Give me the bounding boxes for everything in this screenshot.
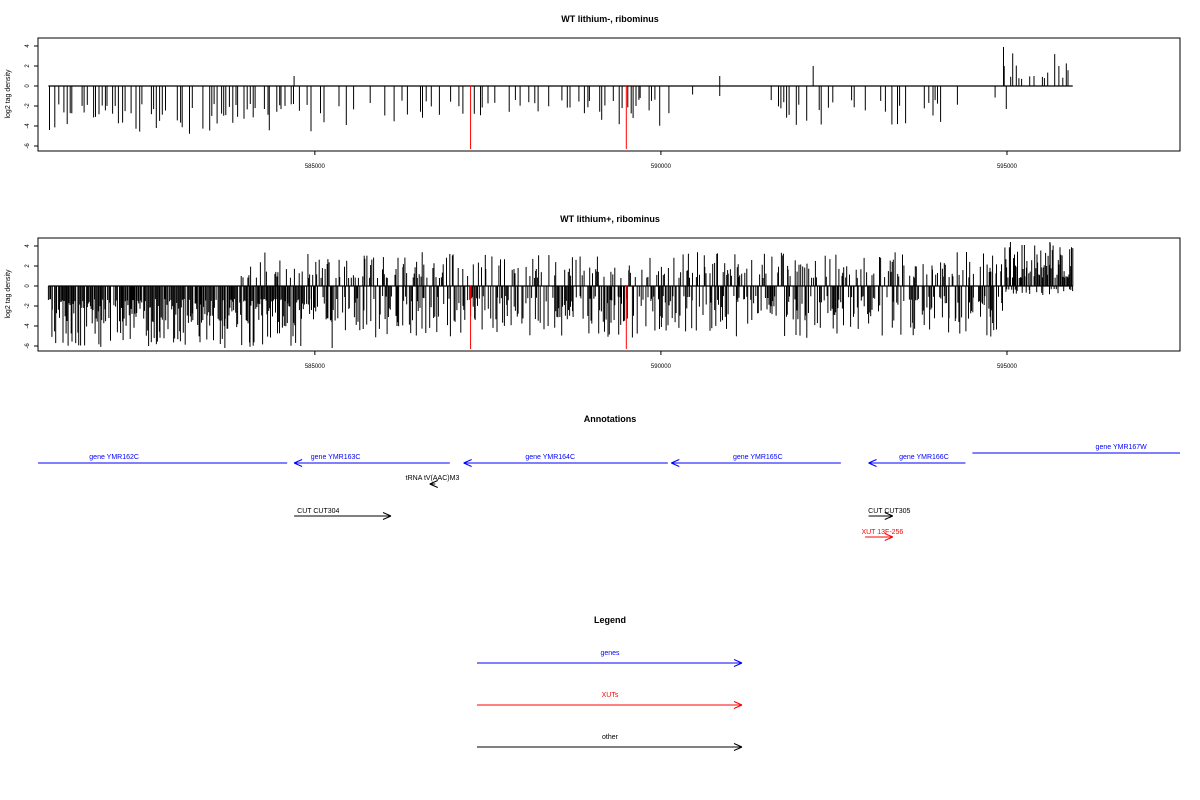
track-title: WT lithium+, ribominus bbox=[560, 214, 660, 224]
feature-gene: gene YMR164C bbox=[463, 454, 668, 467]
y-axis-label: log2 tag density bbox=[5, 269, 12, 319]
x-tick-label: 590000 bbox=[651, 364, 672, 370]
y-tick-label: 0 bbox=[25, 84, 31, 88]
arrow-head bbox=[733, 743, 743, 748]
y-tick-label: 0 bbox=[25, 284, 31, 288]
arrow-head bbox=[382, 515, 392, 520]
y-tick-label: -4 bbox=[25, 123, 31, 129]
feature-gene: gene YMR163C bbox=[293, 454, 450, 467]
arrow-head bbox=[733, 701, 743, 706]
y-tick-label: 2 bbox=[25, 64, 31, 68]
arrow-head bbox=[382, 512, 392, 517]
feature-gene: gene YMR167W bbox=[972, 444, 1180, 454]
arrow-head bbox=[884, 515, 893, 520]
feature-label: gene YMR165C bbox=[733, 454, 783, 461]
y-tick-label: -4 bbox=[25, 323, 31, 329]
legend-item-xut: XUTs bbox=[477, 692, 743, 709]
feature-label: gene YMR166C bbox=[899, 454, 949, 461]
feature-gene: gene YMR162C bbox=[38, 454, 288, 464]
track-panel-lithium-minus: WT lithium-, ribominus log2 tag density … bbox=[5, 14, 1181, 170]
legend-panel: Legend genes XUTs other bbox=[477, 615, 743, 751]
arrow-head bbox=[463, 462, 472, 467]
arrow-head bbox=[733, 746, 743, 751]
axes: 585000 590000 595000 -6 -4 -2 0 2 4 bbox=[25, 44, 1018, 170]
track-panel-lithium-plus: WT lithium+, ribominus log2 tag density … bbox=[5, 214, 1181, 370]
legend-item-gene: genes bbox=[477, 650, 743, 667]
feature-other: CUT CUT304 bbox=[294, 508, 392, 520]
arrow-head bbox=[868, 459, 877, 464]
arrow-head bbox=[429, 480, 438, 485]
arrow-head bbox=[671, 462, 680, 467]
y-tick-label: -6 bbox=[25, 343, 31, 349]
feature-gene: gene YMR166C bbox=[868, 454, 966, 467]
legend-title: Legend bbox=[594, 615, 626, 625]
x-tick-label: 595000 bbox=[997, 164, 1018, 170]
arrow-head bbox=[884, 512, 893, 517]
legend-label: XUTs bbox=[602, 692, 619, 699]
marker-lines bbox=[470, 286, 627, 349]
annotations-title: Annotations bbox=[584, 414, 637, 424]
y-tick-label: -6 bbox=[25, 143, 31, 149]
legend-items: genes XUTs other bbox=[477, 650, 743, 751]
y-axis-label: log2 tag density bbox=[5, 69, 12, 119]
arrow-head bbox=[671, 459, 680, 464]
x-tick-label: 585000 bbox=[305, 164, 326, 170]
arrow-head bbox=[429, 483, 438, 488]
arrow-head bbox=[733, 662, 743, 667]
coverage-bars bbox=[47, 242, 1074, 348]
arrow-head bbox=[884, 533, 893, 538]
feature-label: gene YMR167W bbox=[1096, 444, 1148, 451]
arrow-head bbox=[733, 704, 743, 709]
y-tick-label: -2 bbox=[25, 303, 31, 309]
feature-label: CUT CUT305 bbox=[868, 508, 910, 515]
legend-item-other: other bbox=[477, 734, 743, 751]
arrow-head bbox=[868, 462, 877, 467]
legend-label: genes bbox=[600, 650, 620, 657]
feature-xut: XUT 13F-256 bbox=[861, 529, 903, 541]
feature-other: tRNA tV(AAC)M3 bbox=[406, 475, 460, 488]
arrow-head bbox=[293, 459, 303, 464]
plot-frame bbox=[37, 37, 1181, 152]
arrow-head bbox=[884, 536, 893, 541]
plot-frame bbox=[37, 237, 1181, 352]
feature-label: gene YMR162C bbox=[89, 454, 139, 461]
x-tick-label: 590000 bbox=[651, 164, 672, 170]
coverage-bars bbox=[48, 47, 1073, 134]
y-tick-label: -2 bbox=[25, 103, 31, 109]
marker-lines bbox=[470, 86, 627, 149]
x-tick-label: 585000 bbox=[305, 364, 326, 370]
feature-label: gene YMR163C bbox=[311, 454, 361, 461]
feature-label: tRNA tV(AAC)M3 bbox=[406, 475, 460, 482]
y-tick-label: 2 bbox=[25, 264, 31, 268]
feature-other: CUT CUT305 bbox=[868, 508, 911, 520]
y-tick-label: 4 bbox=[25, 244, 31, 248]
arrow-head bbox=[463, 459, 472, 464]
feature-label: CUT CUT304 bbox=[297, 508, 339, 515]
x-tick-label: 595000 bbox=[997, 364, 1018, 370]
y-tick-label: 4 bbox=[25, 44, 31, 48]
track-title: WT lithium-, ribominus bbox=[561, 14, 659, 24]
axes: 585000 590000 595000 -6 -4 -2 0 2 4 bbox=[25, 244, 1018, 370]
feature-list: gene YMR162C gene YMR163C gene YMR164C gene… bbox=[38, 444, 1180, 541]
feature-label: gene YMR164C bbox=[525, 454, 575, 461]
annotations-panel: Annotations gene YMR162C gene YMR163C gene… bbox=[38, 414, 1180, 541]
arrow-head bbox=[293, 462, 303, 467]
arrow-head bbox=[733, 659, 743, 664]
feature-gene: gene YMR165C bbox=[671, 454, 841, 467]
feature-label: XUT 13F-256 bbox=[861, 529, 903, 536]
legend-label: other bbox=[602, 734, 619, 741]
